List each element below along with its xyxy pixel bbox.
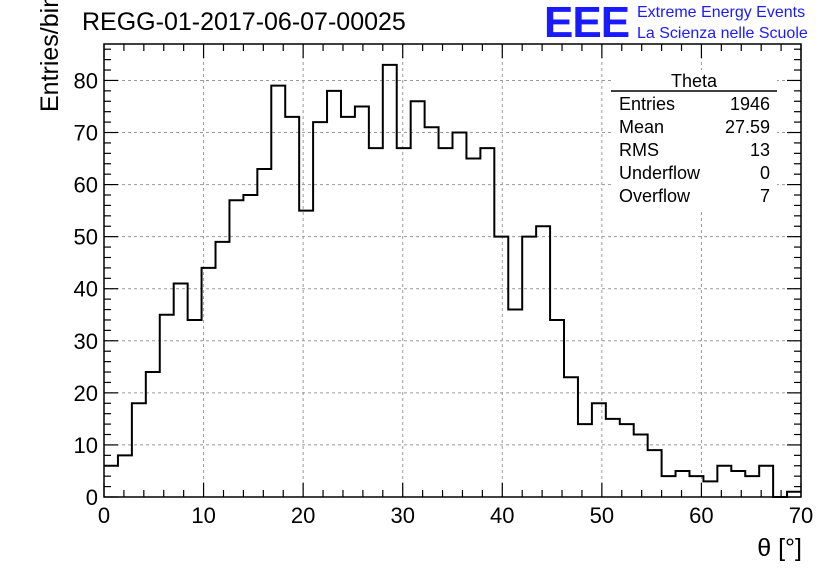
stats-box-bg [611, 70, 777, 210]
chart-title: REGG-01-2017-06-07-00025 [82, 8, 406, 36]
y-tick-label: 30 [74, 329, 98, 354]
x-tick-label: 40 [490, 503, 514, 528]
stats-row-value: 0 [760, 163, 770, 183]
stats-box: Theta Entries 1946 Mean 27.59 RMS 13 Underflow 0… [611, 70, 777, 210]
stats-row-label: Underflow [619, 163, 701, 183]
histogram-bin [494, 237, 508, 497]
stats-row-label: Overflow [619, 186, 691, 206]
histogram-bin [648, 450, 662, 497]
stats-row-value: 13 [750, 140, 770, 160]
histogram-bin [620, 424, 634, 497]
histogram-bin [327, 91, 341, 497]
grid-lines [104, 44, 801, 497]
histogram-bin [216, 242, 230, 497]
stats-box-title: Theta [671, 71, 718, 91]
stats-row-value: 27.59 [725, 117, 770, 137]
histogram-bin [662, 476, 676, 497]
x-tick-label: 0 [98, 503, 110, 528]
histogram-bin [745, 476, 759, 497]
stats-row-label: Mean [619, 117, 664, 137]
stats-row-label: RMS [619, 140, 659, 160]
x-tick-label: 60 [689, 503, 713, 528]
histogram-bin [522, 237, 536, 497]
histogram-bin [703, 481, 717, 497]
x-tick-label: 10 [191, 503, 215, 528]
histogram-bin [257, 169, 271, 497]
histogram-bin [341, 117, 355, 497]
y-tick-label: 20 [74, 381, 98, 406]
histogram-bin [174, 284, 188, 497]
histogram-bin [578, 424, 592, 497]
x-axis-label: θ [°] [757, 534, 802, 562]
histogram-bin [564, 377, 578, 497]
x-tick-label: 70 [789, 503, 813, 528]
y-tick-label: 70 [74, 121, 98, 146]
y-tick-label: 60 [74, 173, 98, 198]
y-tick-label: 0 [86, 485, 98, 510]
histogram-bin [132, 403, 146, 497]
histogram-bin [271, 86, 285, 497]
histogram-bin [383, 65, 397, 497]
histogram-bin [160, 315, 174, 497]
plot-frame [103, 43, 802, 498]
y-tick-label: 40 [74, 277, 98, 302]
stats-row-label: Entries [619, 94, 675, 114]
histogram-bin [536, 226, 550, 497]
histogram-bin [453, 133, 467, 497]
histogram-bin [592, 403, 606, 497]
y-tick-label: 10 [74, 433, 98, 458]
histogram-bin [355, 106, 369, 497]
histogram-bin [243, 195, 257, 497]
stats-row-value: 7 [760, 186, 770, 206]
x-tick-label: 30 [390, 503, 414, 528]
logo-line-1: Extreme Energy Events [637, 4, 806, 21]
histogram-bins [104, 63, 801, 498]
histogram-bin [550, 320, 564, 497]
histogram-bin [313, 122, 327, 497]
histogram-bin [146, 372, 160, 497]
histogram-bin [425, 127, 439, 497]
histogram-bin [508, 310, 522, 497]
histogram-bin [299, 211, 313, 497]
y-tick-label: 50 [74, 225, 98, 250]
stats-row-value: 1946 [730, 94, 770, 114]
histogram-bin [676, 471, 690, 497]
histogram-bin [188, 320, 202, 497]
histogram-bin [118, 455, 132, 497]
axis-ticks [103, 44, 802, 498]
histogram-bin [634, 435, 648, 497]
logo-line-2: La Scienza nelle Scuole [637, 25, 808, 42]
histogram-bin [606, 419, 620, 497]
histogram-bin [229, 200, 243, 497]
histogram-bin [717, 466, 731, 497]
histogram-bin [104, 466, 118, 497]
histogram-line [104, 63, 801, 498]
y-tick-label: 80 [74, 68, 98, 93]
histogram-bin [285, 117, 299, 497]
histogram-bin [411, 101, 425, 497]
x-tick-label: 50 [590, 503, 614, 528]
eee-logo-mark: EEE [544, 0, 630, 47]
histogram-bin [466, 159, 480, 497]
histogram-bin [731, 471, 745, 497]
x-tick-label: 20 [291, 503, 315, 528]
